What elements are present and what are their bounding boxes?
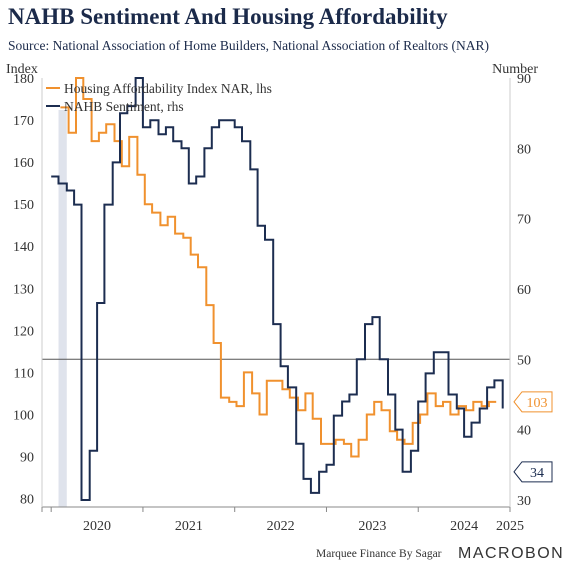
end-label-box xyxy=(513,461,553,483)
left-tick-label: 100 xyxy=(13,408,34,423)
end-label-value: 103 xyxy=(527,396,548,411)
right-tick-label: 30 xyxy=(517,494,531,509)
end-label-affordability: 103 xyxy=(513,391,553,413)
right-tick-label: 80 xyxy=(517,142,531,157)
brand-wordmark: MACROBOND xyxy=(458,545,564,562)
x-tick-label: 2025 xyxy=(496,519,524,534)
x-tick-label: 2021 xyxy=(175,519,203,534)
left-tick-label: 140 xyxy=(13,240,34,255)
series-line-sentiment xyxy=(51,77,504,501)
right-tick-label: 50 xyxy=(517,353,531,368)
right-tick-label: 90 xyxy=(517,72,531,87)
chart-subtitle: Source: National Association of Home Bui… xyxy=(8,38,490,53)
left-tick-label: 170 xyxy=(13,114,34,129)
end-label-sentiment: 34 xyxy=(513,461,553,483)
x-tick-label: 2022 xyxy=(267,519,295,534)
legend-label-affordability: Housing Affordability Index NAR, lhs xyxy=(64,81,272,96)
right-tick-label: 60 xyxy=(517,283,531,298)
left-tick-label: 180 xyxy=(13,72,34,87)
legend-label-sentiment: NAHB Sentiment, rhs xyxy=(64,99,184,114)
left-tick-label: 130 xyxy=(13,282,34,297)
footer-credit: Marquee Finance By Sagar xyxy=(316,548,442,560)
macrobond-logo: MACROBOND xyxy=(458,545,564,562)
chart-title: NAHB Sentiment And Housing Affordability xyxy=(8,4,448,29)
end-label-box xyxy=(513,391,553,413)
left-axis-title: Index xyxy=(6,62,38,77)
right-tick-label: 40 xyxy=(517,424,531,439)
end-label-value: 34 xyxy=(530,466,544,481)
x-tick-label: 2020 xyxy=(83,519,111,534)
x-tick-label: 2023 xyxy=(358,519,386,534)
left-tick-label: 120 xyxy=(13,324,34,339)
x-tick-label: 2024 xyxy=(450,519,478,534)
right-axis-title: Number xyxy=(492,62,538,77)
series-line-affordability xyxy=(60,77,497,458)
right-tick-label: 70 xyxy=(517,213,531,228)
left-tick-label: 150 xyxy=(13,198,34,213)
left-tick-label: 160 xyxy=(13,156,34,171)
recession-shading xyxy=(58,110,67,507)
left-tick-label: 90 xyxy=(20,451,34,466)
left-tick-label: 110 xyxy=(14,366,34,381)
left-tick-label: 80 xyxy=(20,493,34,508)
